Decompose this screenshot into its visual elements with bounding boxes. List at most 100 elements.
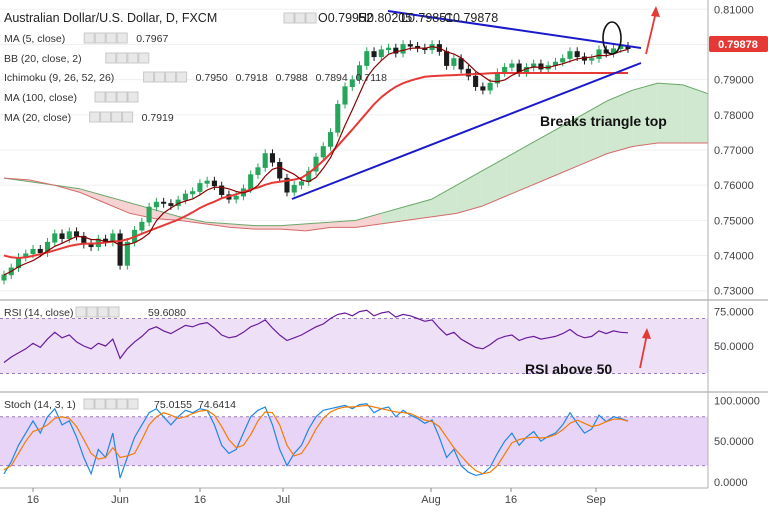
legend-button[interactable] bbox=[154, 71, 166, 83]
rsi-legend-button[interactable] bbox=[108, 306, 120, 318]
header-button[interactable] bbox=[283, 12, 295, 24]
legend-button[interactable] bbox=[105, 32, 117, 44]
candle-body bbox=[161, 201, 167, 204]
rsi-value: 59.6080 bbox=[148, 307, 186, 319]
button-bg bbox=[116, 52, 128, 64]
candle-body bbox=[204, 180, 210, 184]
button-bg bbox=[294, 12, 306, 24]
candle bbox=[349, 75, 355, 91]
candle-body bbox=[567, 51, 573, 59]
price-pane[interactable]: Breaks triangle top bbox=[0, 6, 709, 292]
legend-button[interactable] bbox=[100, 111, 112, 123]
stoch-legend-button[interactable] bbox=[94, 398, 106, 410]
header-button[interactable] bbox=[294, 12, 306, 24]
stoch-pane[interactable] bbox=[0, 403, 708, 479]
candle-body bbox=[66, 231, 72, 239]
legend-button[interactable] bbox=[122, 111, 134, 123]
candle-body bbox=[291, 184, 297, 193]
candle-body bbox=[386, 47, 392, 51]
indicator-value: 0.7118 bbox=[356, 72, 387, 84]
candle bbox=[23, 249, 29, 262]
candle bbox=[204, 176, 210, 188]
legend-button[interactable] bbox=[165, 71, 177, 83]
button-bg bbox=[89, 111, 101, 123]
stoch-legend-button[interactable] bbox=[83, 398, 95, 410]
candle bbox=[117, 229, 123, 270]
candle-body bbox=[190, 191, 196, 195]
cloud-segment bbox=[682, 84, 708, 143]
price-tick-label: 0.76000 bbox=[714, 180, 754, 192]
legend-button[interactable] bbox=[138, 52, 150, 64]
candle bbox=[211, 176, 217, 191]
legend-button[interactable] bbox=[116, 52, 128, 64]
legend-button[interactable] bbox=[176, 71, 188, 83]
button-bg bbox=[305, 12, 317, 24]
candle bbox=[291, 180, 297, 197]
indicator-value: 0.7894 bbox=[316, 72, 348, 84]
legend-button[interactable] bbox=[116, 91, 128, 103]
x-tick-label: Sep bbox=[586, 494, 606, 506]
indicator-value: 0.7967 bbox=[136, 33, 168, 45]
candle bbox=[277, 158, 283, 183]
candle-body bbox=[211, 180, 217, 187]
price-tick-label: 0.77000 bbox=[714, 145, 754, 157]
bottom-axis[interactable]: 16 Jun 16 Jul Aug 16 Sep bbox=[0, 487, 708, 506]
legend-button[interactable] bbox=[94, 32, 106, 44]
legend-button[interactable] bbox=[116, 32, 128, 44]
candle-body bbox=[378, 49, 384, 58]
stoch-legend-button[interactable] bbox=[116, 398, 128, 410]
candle bbox=[262, 149, 268, 172]
candle bbox=[182, 189, 188, 205]
stoch-legend-button[interactable] bbox=[105, 398, 117, 410]
cloud-span-a bbox=[3, 82, 709, 227]
rsi-legend-button[interactable] bbox=[75, 306, 87, 318]
button-bg bbox=[127, 398, 139, 410]
price-up-arrow bbox=[645, 6, 660, 55]
candle bbox=[480, 82, 486, 95]
legend-button[interactable] bbox=[83, 32, 95, 44]
cloud-segment bbox=[431, 185, 457, 217]
candle bbox=[342, 82, 348, 109]
price-axis-ticks: 0.810000.800000.790000.780000.770000.760… bbox=[714, 4, 754, 297]
legend-button[interactable] bbox=[89, 111, 101, 123]
legend-button[interactable] bbox=[127, 52, 139, 64]
candle bbox=[161, 197, 167, 208]
candle-body bbox=[269, 153, 276, 163]
legend-button[interactable] bbox=[143, 71, 155, 83]
candle-body bbox=[327, 132, 334, 147]
rsi-legend-button[interactable] bbox=[97, 306, 109, 318]
button-bg bbox=[83, 32, 95, 44]
candle-body bbox=[465, 68, 471, 77]
x-tick-label: 16 bbox=[505, 494, 517, 506]
price-tick-label: 0.73000 bbox=[714, 286, 754, 298]
last-price-badge: 0.79878 bbox=[709, 36, 768, 52]
indicator-legends: MA (5, close) 0.7967 BB (20, close, 2) Ichi… bbox=[4, 32, 387, 124]
candle-body bbox=[356, 65, 363, 80]
rsi-legend-button[interactable] bbox=[86, 306, 98, 318]
indicator-value: 0.7919 bbox=[142, 112, 174, 124]
right-axis[interactable]: 0.810000.800000.790000.780000.770000.760… bbox=[707, 0, 768, 489]
legend-button[interactable] bbox=[105, 91, 117, 103]
stoch-legend-button[interactable] bbox=[127, 398, 139, 410]
legend-button[interactable] bbox=[105, 52, 117, 64]
rsi-pane[interactable]: RSI above 50 bbox=[0, 309, 708, 377]
candle-body bbox=[30, 248, 36, 255]
candle-body bbox=[139, 221, 145, 231]
header-button[interactable] bbox=[305, 12, 317, 24]
candle-body bbox=[117, 233, 123, 266]
cloud-segment bbox=[356, 213, 382, 228]
ohlc-c: C0.79878 bbox=[444, 11, 498, 25]
candle-body bbox=[248, 174, 254, 189]
button-bg bbox=[143, 71, 155, 83]
candle bbox=[44, 237, 51, 257]
candle-body bbox=[407, 44, 413, 47]
indicator-name: MA (100, close) bbox=[4, 92, 77, 104]
button-bg bbox=[283, 12, 295, 24]
indicator-name: BB (20, close, 2) bbox=[4, 53, 82, 65]
cloud-segment bbox=[607, 90, 633, 154]
legend-button[interactable] bbox=[111, 111, 123, 123]
legend-button[interactable] bbox=[94, 91, 106, 103]
legend-button[interactable] bbox=[127, 91, 139, 103]
chart-header: Australian Dollar/U.S. Dollar, D, FXCM O0… bbox=[4, 11, 498, 25]
